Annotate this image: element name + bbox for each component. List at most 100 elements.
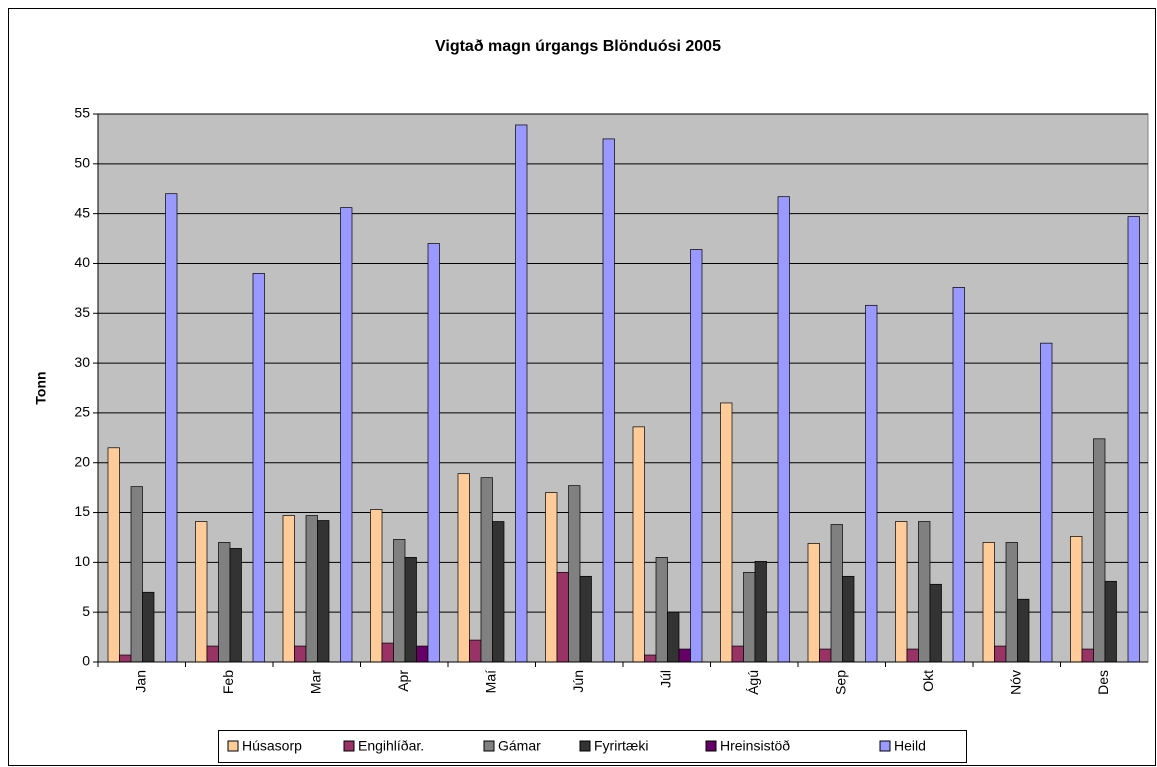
x-tick-label: Maí xyxy=(482,670,498,693)
bar xyxy=(982,542,995,663)
legend-swatch xyxy=(227,740,239,752)
bar xyxy=(568,485,581,663)
bar xyxy=(381,642,394,663)
bar xyxy=(632,426,645,663)
chart-title: Vigtað magn úrgangs Blönduósi 2005 xyxy=(435,38,721,55)
bar xyxy=(720,402,733,663)
y-tick-label: 30 xyxy=(74,354,90,370)
bar xyxy=(807,543,820,663)
bar xyxy=(545,492,558,663)
bar xyxy=(282,515,295,663)
bar xyxy=(492,521,505,663)
y-tick-label: 5 xyxy=(82,603,90,619)
bar xyxy=(457,473,470,663)
bar xyxy=(294,645,307,663)
legend xyxy=(218,730,967,763)
bar xyxy=(731,645,744,663)
bar xyxy=(317,520,330,663)
bar xyxy=(754,561,767,663)
x-tick-label: Okt xyxy=(920,670,936,692)
legend-label: Húsasorp xyxy=(242,738,302,754)
bar xyxy=(830,524,843,663)
y-tick-label: 20 xyxy=(74,453,90,469)
bar xyxy=(994,645,1007,663)
y-tick-label: 10 xyxy=(74,553,90,569)
bar xyxy=(218,542,231,663)
bar xyxy=(1093,438,1106,663)
x-tick-label: Feb xyxy=(220,670,236,694)
legend-swatch xyxy=(343,740,355,752)
bar xyxy=(480,477,493,663)
bar xyxy=(777,196,790,663)
y-tick-label: 55 xyxy=(74,105,90,121)
bar xyxy=(427,243,440,663)
bar xyxy=(469,639,482,663)
y-tick-label: 50 xyxy=(74,155,90,171)
bar xyxy=(842,575,855,663)
bar xyxy=(252,273,265,663)
y-tick-label: 15 xyxy=(74,503,90,519)
bar xyxy=(690,249,703,663)
bar xyxy=(305,515,318,663)
y-tick-label: 25 xyxy=(74,404,90,420)
x-tick-label: Nóv xyxy=(1007,670,1023,695)
bar xyxy=(644,654,657,663)
legend-label: Heild xyxy=(894,738,926,754)
bar xyxy=(579,575,592,663)
bar xyxy=(393,539,406,663)
x-tick-label: Sep xyxy=(832,670,848,695)
bar xyxy=(416,645,429,663)
bar xyxy=(515,124,528,663)
plot-area xyxy=(97,113,1149,663)
bar xyxy=(895,521,908,663)
bar xyxy=(142,591,155,663)
y-axis-label: Tonn xyxy=(33,371,49,404)
legend-swatch xyxy=(483,740,495,752)
y-tick-label: 35 xyxy=(74,304,90,320)
bar xyxy=(1017,598,1030,663)
x-tick-label: Des xyxy=(1095,670,1111,695)
bar xyxy=(1081,648,1094,663)
bar xyxy=(952,287,965,663)
x-tick-label: Jún xyxy=(570,670,586,693)
bar xyxy=(655,557,668,663)
bar xyxy=(602,138,615,663)
bar xyxy=(206,645,219,663)
bar xyxy=(906,648,919,663)
bar xyxy=(743,571,756,663)
legend-label: Engihlíðar. xyxy=(358,738,424,754)
bar xyxy=(918,521,931,663)
y-tick-label: 45 xyxy=(74,204,90,220)
bar xyxy=(130,486,143,663)
x-tick-label: Mar xyxy=(307,670,323,694)
bar xyxy=(370,509,383,663)
y-tick-label: 0 xyxy=(82,653,90,669)
bar xyxy=(229,548,242,663)
bar xyxy=(678,648,691,663)
legend-swatch xyxy=(579,740,591,752)
bar xyxy=(165,193,178,663)
legend-label: Gámar xyxy=(498,738,541,754)
legend-swatch xyxy=(705,740,717,752)
bar xyxy=(865,304,878,663)
x-tick-label: Jan xyxy=(132,670,148,693)
bar xyxy=(404,557,417,663)
bar xyxy=(119,654,132,663)
bar xyxy=(1127,216,1140,663)
bar xyxy=(1104,580,1117,663)
bar xyxy=(340,207,353,663)
bar xyxy=(667,611,680,663)
x-tick-label: Júl xyxy=(657,670,673,688)
bar xyxy=(1005,542,1018,663)
bar xyxy=(929,583,942,663)
legend-label: Hreinsistöð xyxy=(720,738,790,754)
legend-swatch xyxy=(879,740,891,752)
bar xyxy=(556,571,569,663)
bar xyxy=(107,447,120,663)
bar xyxy=(1040,342,1053,663)
bar xyxy=(195,521,208,663)
x-tick-label: Ágú xyxy=(745,670,761,695)
bar xyxy=(819,648,832,663)
legend-label: Fyrirtæki xyxy=(594,738,648,754)
